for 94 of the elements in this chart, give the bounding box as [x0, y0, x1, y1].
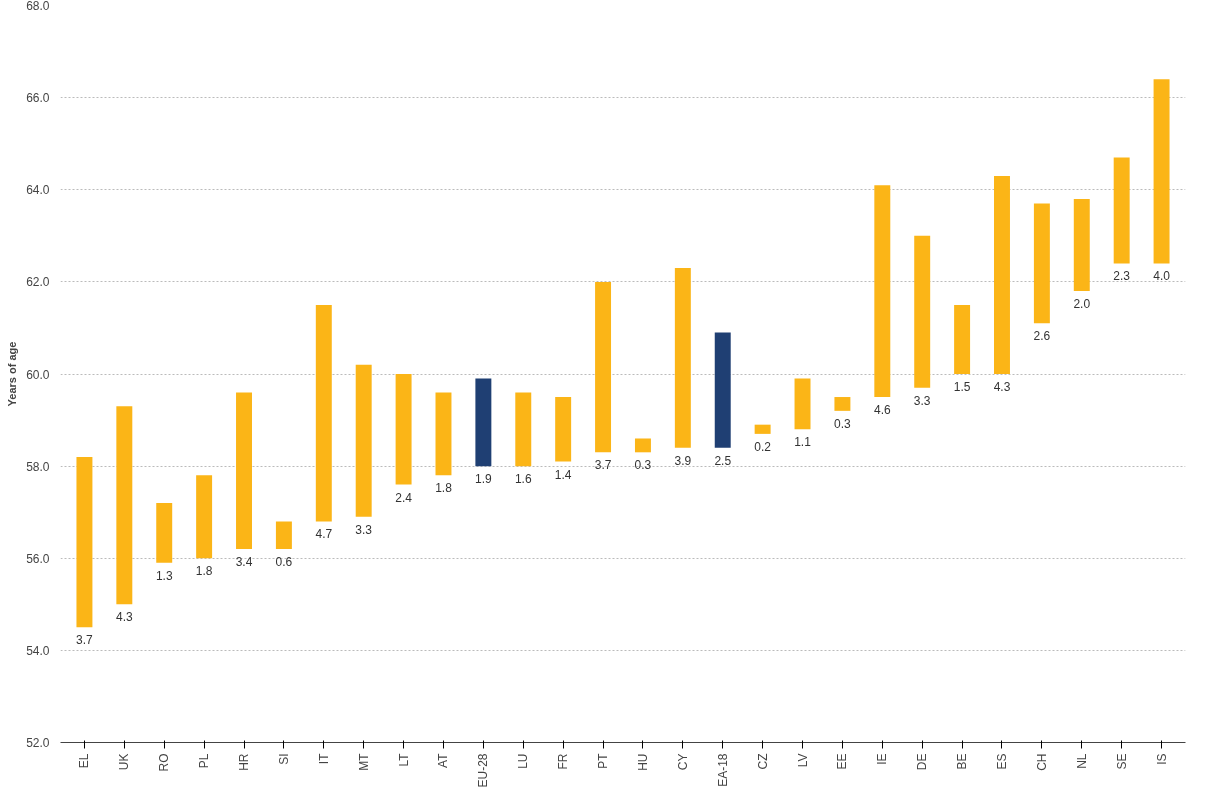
data-label: 3.7: [76, 633, 94, 648]
data-label: 3.4: [235, 555, 253, 570]
x-tick-label: MT: [356, 752, 371, 771]
data-label: 3.3: [913, 393, 931, 408]
x-tick-label: UK: [117, 753, 132, 771]
bar: [954, 304, 971, 374]
data-label: 4.0: [1153, 269, 1171, 284]
bar: [555, 397, 572, 462]
x-tick-label: EA-18: [715, 753, 730, 787]
y-tick-label: 68.0: [26, 0, 50, 13]
bar: [914, 235, 931, 388]
bar: [1113, 157, 1130, 264]
y-tick-label: 66.0: [26, 91, 50, 106]
data-label: 1.4: [554, 467, 572, 482]
data-label: 4.3: [115, 610, 133, 625]
x-tick-label: CZ: [755, 753, 770, 770]
bar: [1033, 203, 1050, 324]
x-tick-label: HU: [635, 753, 650, 771]
x-tick-label: LV: [795, 753, 810, 768]
x-tick-label: PT: [596, 752, 611, 769]
y-tick-label: 56.0: [26, 551, 50, 566]
x-tick-label: EE: [835, 753, 850, 770]
bar: [794, 378, 811, 430]
y-tick-label: 64.0: [26, 183, 50, 198]
x-tick-label: EU-28: [476, 753, 491, 788]
bar: [275, 521, 292, 550]
x-tick-label: IE: [875, 753, 890, 765]
bar: [435, 392, 452, 476]
x-tick-label: CY: [675, 753, 690, 771]
bar: [994, 175, 1010, 374]
x-tick-label: RO: [157, 753, 172, 772]
bar: [515, 392, 532, 467]
bar: [674, 268, 691, 448]
data-label: 3.7: [594, 458, 612, 473]
data-label: 2.6: [1033, 329, 1051, 344]
bar: [196, 475, 213, 559]
data-label: 1.5: [953, 380, 971, 394]
bar: [1073, 198, 1090, 292]
data-label: 2.3: [1113, 269, 1131, 284]
bar: [236, 392, 252, 550]
data-label: 1.3: [155, 568, 173, 583]
data-label: 2.5: [714, 453, 732, 468]
y-tick-label: 60.0: [26, 367, 50, 382]
x-tick-label: AT: [436, 752, 451, 768]
bar: [634, 438, 651, 453]
x-tick-label: HR: [237, 753, 252, 771]
x-tick-label: SI: [276, 753, 291, 765]
data-label: 4.3: [993, 380, 1011, 394]
y-tick-label: 58.0: [26, 459, 50, 474]
data-label: 0.6: [275, 555, 293, 570]
bar: [1153, 79, 1170, 264]
data-label: 0.2: [754, 439, 772, 454]
x-tick-label: PL: [197, 753, 212, 769]
data-label: 4.7: [315, 527, 333, 542]
data-label: 2.4: [395, 490, 413, 505]
x-tick-label: LT: [396, 752, 411, 767]
x-tick-label: CH: [1034, 753, 1049, 771]
data-label: 1.9: [475, 472, 493, 487]
bar: [754, 424, 771, 434]
bar: [116, 406, 133, 605]
bar: [714, 332, 731, 448]
x-tick-label: EL: [77, 753, 92, 769]
data-label: 2.0: [1073, 297, 1091, 312]
x-tick-label: NL: [1074, 753, 1089, 769]
data-label: 1.6: [514, 472, 532, 487]
y-axis-title: Years of age: [6, 341, 19, 407]
data-label: 0.3: [634, 458, 652, 473]
x-tick-label: BE: [955, 753, 970, 770]
x-tick-label: ES: [994, 753, 1009, 770]
data-label: 3.9: [674, 453, 692, 468]
data-label: 1.8: [195, 564, 213, 579]
x-tick-label: FR: [556, 753, 571, 770]
bar: [76, 456, 93, 628]
bar: [595, 281, 612, 453]
data-label: 1.8: [435, 481, 453, 496]
data-label: 4.6: [873, 403, 891, 418]
data-label: 0.3: [834, 416, 852, 431]
data-label: 3.3: [355, 522, 373, 537]
x-tick-label: IS: [1154, 753, 1169, 765]
x-tick-label: DE: [915, 753, 930, 771]
y-tick-label: 54.0: [26, 643, 50, 658]
bar: [834, 397, 851, 411]
y-tick-label: 62.0: [26, 275, 50, 290]
bar: [475, 378, 492, 467]
bar: [874, 185, 891, 398]
bar: [156, 502, 173, 563]
bar: [315, 304, 332, 522]
bar: [395, 374, 412, 485]
x-tick-label: SE: [1114, 753, 1129, 770]
x-tick-label: LU: [516, 753, 531, 769]
bar: [355, 364, 372, 517]
x-tick-label: IT: [316, 752, 331, 765]
data-label: 1.1: [794, 435, 812, 450]
y-tick-label: 52.0: [26, 736, 50, 750]
